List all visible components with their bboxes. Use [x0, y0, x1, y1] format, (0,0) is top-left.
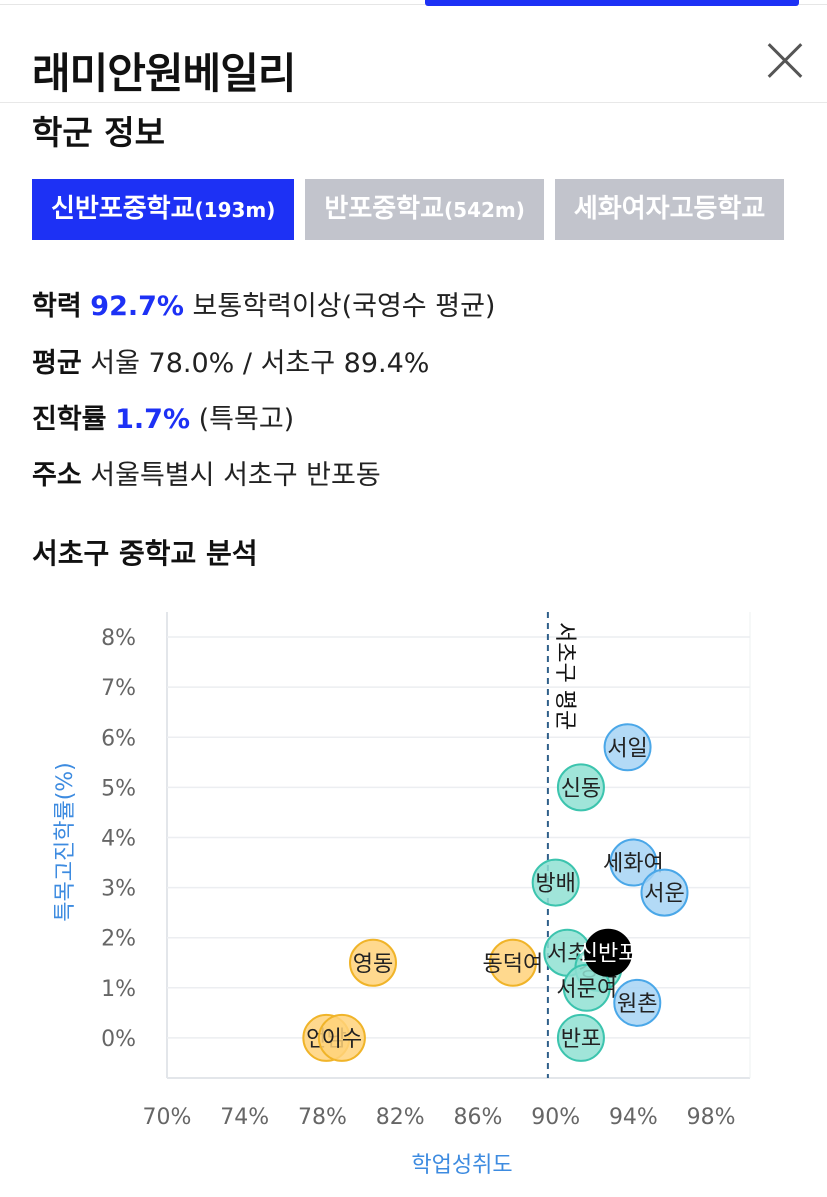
y-tick-label: 3% — [101, 877, 136, 902]
page-title: 래미안원베일리 — [32, 49, 296, 98]
academic-label: 학력 — [32, 291, 82, 322]
point-marker — [531, 858, 580, 907]
tab-school-1[interactable]: 신반포중학교(193m) — [32, 179, 295, 240]
point-label: 서운 — [644, 882, 684, 907]
point-label: 영동 — [353, 952, 393, 977]
point-marker — [562, 963, 611, 1012]
y-ticks: 0% 1% 2% 3% 4% 5% 6% 7% 8% — [101, 626, 136, 1052]
y-tick-label: 6% — [101, 726, 136, 751]
address-text: 서울특별시 서초구 반포동 — [90, 460, 381, 491]
x-tick-label: 90% — [531, 1105, 580, 1130]
point-label: 동덕여 — [483, 952, 544, 977]
points: 서일신동세화여방배서운서초영동동덕여경원서문여원촌언남이수반포신반포 — [302, 723, 689, 1062]
y-tick-label: 0% — [101, 1027, 136, 1052]
point-marker — [640, 868, 689, 917]
tab-school-3[interactable]: 세화여자고등학교 — [554, 179, 785, 240]
reference-line: 서초구 평균 — [546, 612, 577, 1078]
y-tick-label: 4% — [101, 826, 136, 851]
x-tick-label: 82% — [376, 1105, 425, 1130]
point-marker — [556, 763, 605, 812]
x-tick-label: 98% — [687, 1105, 736, 1130]
x-tick-label: 74% — [220, 1105, 269, 1130]
average-label: 평균 — [32, 348, 82, 379]
point-label: 서문여 — [556, 977, 617, 1002]
tab-label: 세화여자고등학교 — [573, 194, 766, 224]
point-label: 이수 — [322, 1027, 362, 1052]
point-marker — [348, 938, 397, 987]
x-tick-label: 78% — [298, 1105, 347, 1130]
tab-label: 반포중학교 — [324, 194, 445, 224]
tab-distance: (193m) — [194, 198, 276, 222]
x-ticks: 70% 74% 78% 82% 86% 90% 94% 98% — [143, 1105, 736, 1130]
point-marker — [317, 1013, 366, 1062]
header: 래미안원베일리 — [0, 6, 827, 103]
average-text: 서울 78.0% / 서초구 89.4% — [90, 348, 430, 379]
address-info: 주소 서울특별시 서초구 반포동 — [32, 453, 381, 492]
point-marker — [584, 928, 633, 977]
tab-distance: (542m) — [444, 198, 525, 222]
x-tick-label: 70% — [143, 1105, 192, 1130]
y-tick-label: 8% — [101, 626, 136, 651]
point-label: 신동 — [561, 776, 601, 801]
academic-desc: 보통학력이상(국영수 평균) — [192, 291, 496, 322]
point-label: 신반포 — [578, 942, 639, 967]
address-label: 주소 — [32, 460, 82, 491]
section-title: 학군 정보 — [32, 113, 165, 152]
point-label: 원촌 — [617, 992, 657, 1017]
advance-label: 진학률 — [32, 404, 107, 435]
reference-line-label: 서초구 평균 — [552, 622, 577, 730]
x-tick-label: 94% — [609, 1105, 658, 1130]
point-marker — [609, 838, 658, 887]
advance-info: 진학률 1.7% (특목고) — [32, 397, 294, 436]
top-accent-bar — [425, 0, 799, 6]
advance-value: 1.7% — [115, 404, 191, 435]
point-label: 서일 — [607, 736, 647, 761]
y-tick-label: 5% — [101, 776, 136, 801]
y-tick-label: 7% — [101, 676, 136, 701]
average-info: 평균 서울 78.0% / 서초구 89.4% — [32, 341, 429, 380]
y-tick-label: 1% — [101, 977, 136, 1002]
y-axis-label: 특목고진학률(%) — [53, 762, 78, 922]
academic-value: 92.7% — [90, 291, 184, 322]
grid — [166, 612, 751, 1079]
academic-info: 학력 92.7% 보통학력이상(국영수 평균) — [32, 284, 495, 323]
tab-label: 신반포중학교 — [51, 194, 195, 224]
tab-school-2[interactable]: 반포중학교(542m) — [305, 179, 544, 240]
chart-title: 서초구 중학교 분석 — [32, 537, 258, 570]
point-marker — [556, 1013, 605, 1062]
point-label: 방배 — [535, 872, 575, 897]
point-label: 반포 — [561, 1027, 601, 1052]
scatter-chart: 0% 1% 2% 3% 4% 5% 6% 7% 8% 70% 74% 78% 82% 86% 90% 94%… — [53, 612, 751, 1178]
point-marker — [488, 938, 537, 987]
top-divider — [0, 4, 827, 5]
close-icon[interactable] — [760, 36, 808, 84]
y-tick-label: 2% — [101, 927, 136, 952]
point-marker — [613, 978, 662, 1027]
point-marker — [603, 723, 652, 772]
school-tabs: 신반포중학교(193m) 반포중학교(542m) 세화여자고등학교 — [32, 179, 787, 240]
advance-desc: (특목고) — [198, 404, 295, 435]
x-tick-label: 86% — [453, 1105, 502, 1130]
x-axis-label: 학업성취도 — [411, 1153, 512, 1178]
